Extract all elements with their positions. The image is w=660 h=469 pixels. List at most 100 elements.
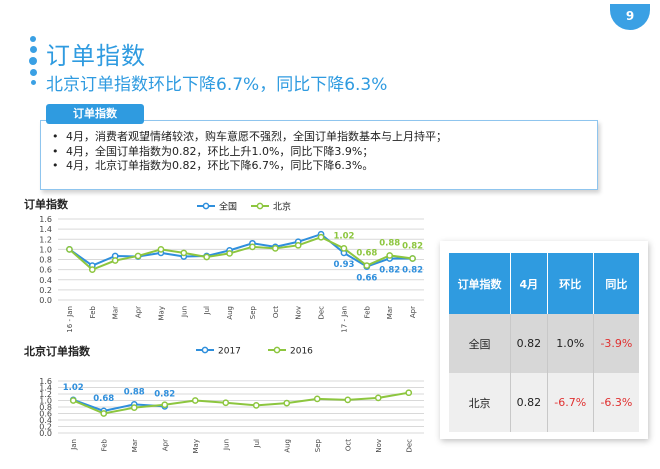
x-tick-label: Nov — [375, 439, 383, 453]
data-point — [249, 243, 256, 251]
data-point — [88, 266, 96, 273]
data-point — [344, 396, 352, 404]
data-point — [157, 246, 165, 253]
x-tick-label: Jul — [203, 306, 211, 316]
data-point — [100, 410, 108, 417]
y-tick-label: 0.8 — [39, 256, 52, 265]
x-tick-label: Dec — [405, 439, 413, 453]
beijing-order-index-chart: 0.00.20.40.60.81.01.21.41.6 Jan Feb Mar Apr M… — [39, 346, 424, 453]
legend-label: 2016 — [290, 347, 313, 357]
table-cell: 北京 — [449, 373, 512, 432]
page-number: 9 — [610, 4, 650, 30]
data-label: 0.93 — [333, 260, 354, 270]
x-tick-label: Feb — [89, 305, 97, 318]
y-tick-label: 1.4 — [39, 225, 52, 234]
chart2-title: 北京订单指数 — [24, 345, 90, 358]
legend-marker — [256, 202, 264, 210]
table-cell: -3.9% — [593, 314, 639, 373]
x-tick-label: Apr — [161, 439, 169, 451]
data-point — [252, 402, 260, 409]
legend-marker — [201, 346, 209, 354]
comparison-table: 订单指数 4月 环比 同比 全国 0.82 1.0% -3.9% 北京 0.82… — [449, 253, 639, 432]
y-tick-label: 1.2 — [39, 235, 52, 244]
data-point — [226, 250, 233, 257]
data-point — [340, 245, 348, 252]
data-point — [317, 233, 325, 241]
x-tick-label: May — [157, 306, 165, 320]
page-title: 订单指数 — [46, 42, 146, 70]
data-point — [271, 245, 279, 252]
table-header: 同比 — [593, 253, 639, 314]
y-tick-label: 1.4 — [39, 384, 52, 393]
data-label: 0.82 — [154, 389, 175, 399]
legend-label: 北京 — [273, 201, 291, 213]
data-point — [283, 399, 291, 407]
table-header-row: 订单指数 4月 环比 同比 — [449, 253, 639, 314]
data-label: 0.82 — [402, 265, 423, 275]
data-point — [405, 389, 413, 397]
table-header: 环比 — [547, 253, 594, 314]
series-line — [68, 236, 413, 271]
legend-marker — [202, 202, 210, 210]
y-tick-label: 1.2 — [39, 390, 52, 399]
x-tick-label: Feb — [100, 438, 108, 451]
x-tick-label: Aug — [283, 439, 291, 453]
x-tick-label: Jul — [253, 439, 261, 449]
table-row: 北京 0.82 -6.7% -6.3% — [449, 373, 639, 432]
y-tick-label: 0.4 — [39, 416, 52, 425]
bullet-item: 4月，消费者观望情绪较浓，购车意愿不强烈，全国订单指数基本与上月持平； — [52, 130, 447, 145]
data-point — [191, 397, 199, 404]
x-tick-label: Mar — [112, 306, 120, 319]
data-point — [180, 249, 188, 257]
y-tick-label: 0.0 — [39, 296, 52, 305]
y-tick-label: 0.4 — [39, 276, 52, 285]
x-tick-label: Dec — [318, 306, 326, 320]
data-point — [222, 399, 230, 407]
x-tick-label: 17 - Jan — [340, 306, 348, 333]
table-header: 4月 — [510, 253, 548, 314]
data-point — [409, 255, 416, 262]
bullet-item: 4月，全国订单指数为0.82，环比上升1.0%，同比下降3.9%； — [52, 145, 447, 160]
y-tick-label: 0.6 — [39, 266, 52, 275]
summary-bullets: 4月，消费者观望情绪较浓，购车意愿不强烈，全国订单指数基本与上月持平； 4月，全… — [52, 130, 447, 174]
x-tick-label: Oct — [272, 306, 280, 318]
table-cell: -6.3% — [593, 373, 639, 432]
series-line — [72, 391, 409, 415]
data-label: 0.82 — [402, 241, 423, 251]
data-point — [203, 253, 211, 261]
x-tick-label: Jun — [180, 306, 188, 318]
data-point — [130, 404, 138, 412]
y-tick-label: 1.6 — [39, 215, 52, 224]
chart1-title: 订单指数 — [24, 198, 68, 211]
x-tick-label: Oct — [344, 439, 352, 451]
legend-label: 全国 — [219, 201, 237, 213]
x-tick-label: 16 - Jan — [66, 306, 74, 333]
y-tick-label: 1.0 — [39, 397, 52, 406]
data-point — [313, 395, 321, 403]
x-tick-label: Jun — [222, 439, 230, 451]
data-point — [363, 262, 371, 269]
table-cell: 全国 — [449, 314, 512, 373]
summary-tag: 订单指数 — [46, 104, 144, 124]
data-label: 1.02 — [333, 231, 354, 241]
table-cell: 0.82 — [510, 373, 548, 432]
data-point — [294, 241, 302, 249]
series-line — [68, 233, 413, 268]
legend-label: 2017 — [218, 347, 241, 357]
data-point — [161, 401, 169, 409]
data-label: 0.66 — [356, 274, 377, 284]
table-header: 订单指数 — [449, 253, 512, 314]
data-point — [386, 252, 394, 259]
x-tick-label: Nov — [295, 306, 303, 320]
x-tick-label: Mar — [131, 439, 139, 452]
table-cell: -6.7% — [547, 373, 594, 432]
data-point — [111, 257, 119, 264]
data-point — [374, 394, 382, 402]
x-tick-label: Sep — [314, 438, 322, 452]
bullet-item: 4月，北京订单指数为0.82，环比下降6.7%，同比下降6.3%。 — [52, 159, 447, 174]
data-point — [134, 252, 142, 260]
x-tick-label: Aug — [226, 306, 234, 320]
data-label: 1.02 — [63, 383, 84, 393]
y-tick-label: 0.2 — [39, 423, 52, 432]
data-label: 0.68 — [356, 249, 377, 259]
